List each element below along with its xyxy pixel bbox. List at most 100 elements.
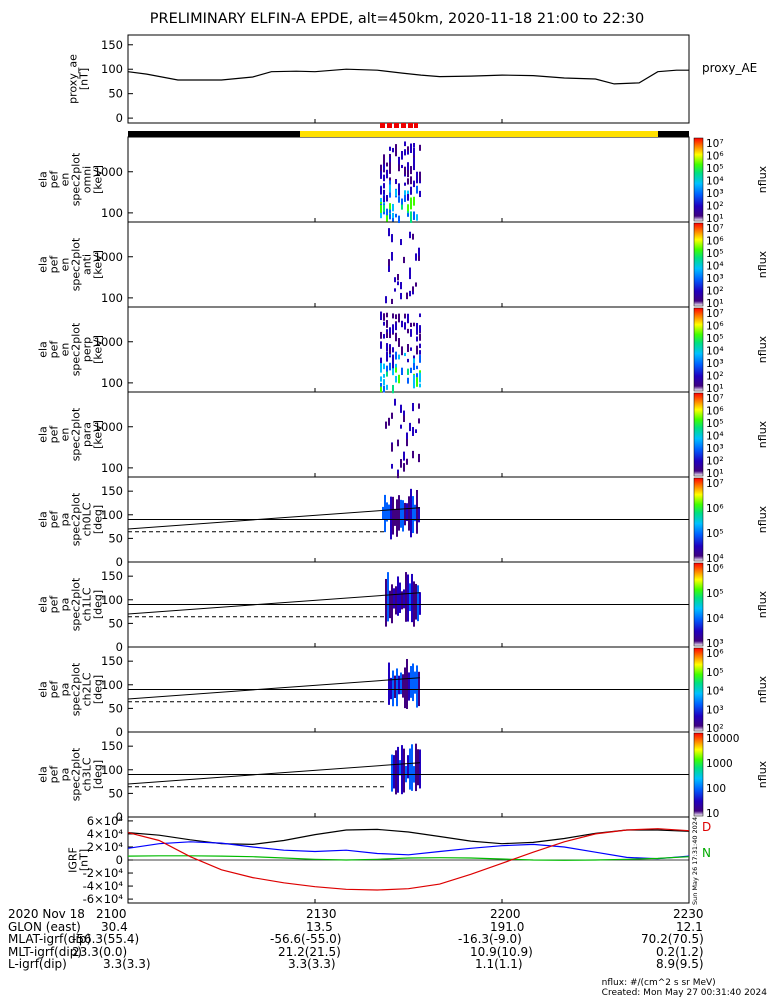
- spectrogram-cell: [395, 332, 397, 342]
- spectrogram-cell: [391, 234, 393, 243]
- pitch-angle-cell: [412, 496, 414, 534]
- colorbar-tick-label: 10²: [706, 371, 724, 383]
- spectrogram-cell: [416, 174, 418, 184]
- spectrogram-cell: [395, 314, 397, 320]
- colorbar-tick-label: 10⁷: [706, 478, 724, 490]
- colorbar-tick-label: 10¹: [706, 213, 724, 225]
- igrf-series-line-1: [127, 841, 690, 860]
- y-axis-label: ela: [37, 511, 50, 528]
- spectrogram-cell: [389, 203, 391, 210]
- pitch-angle-cell: [415, 583, 417, 620]
- figure-title: PRELIMINARY ELFIN-A EPDE, alt=450km, 202…: [150, 11, 645, 27]
- info-value: 21.2(21.5): [278, 944, 341, 959]
- spectrogram-cell: [392, 384, 394, 394]
- spectrogram-cell: [380, 197, 382, 206]
- colorbar-tick-label: 10⁷: [706, 393, 724, 405]
- spectrogram-cell: [410, 329, 412, 337]
- spectrogram-cell: [389, 327, 391, 336]
- info-value: 2230: [673, 907, 704, 921]
- spectrogram-cell: [416, 327, 418, 335]
- spectrogram-cell: [403, 410, 405, 417]
- spectrogram-cell: [383, 183, 385, 189]
- info-label: 2020 Nov 18: [8, 907, 85, 921]
- spectrogram-cell: [400, 459, 402, 468]
- spectrogram-cell: [403, 463, 405, 472]
- status-bar-black-right: [658, 131, 689, 137]
- y-axis-label: pef: [48, 680, 61, 699]
- pitch-angle-cell: [392, 670, 394, 707]
- pitch-angle-cell: [399, 760, 401, 776]
- spectrogram-cell: [419, 171, 421, 181]
- spectrogram-cell: [397, 469, 399, 479]
- spectrogram-cell: [413, 358, 415, 364]
- spectrogram-cell: [395, 322, 397, 331]
- proxy-ae-series-line: [127, 68, 689, 85]
- y-axis-label: spec2plot: [70, 322, 83, 376]
- footer-created: Created: Mon May 27 00:31:40 2024: [601, 988, 767, 998]
- spectrogram-cell: [395, 363, 397, 371]
- y-tick-label: 1000: [94, 420, 123, 434]
- spectrogram-cell: [397, 274, 399, 281]
- spectrogram-cell: [419, 178, 421, 184]
- colorbar: [693, 137, 704, 222]
- spectrogram-cell: [403, 256, 405, 264]
- spectrogram-cell: [419, 383, 421, 388]
- spectrogram-cell: [410, 186, 412, 195]
- spectrogram-cell: [383, 154, 385, 163]
- spectrogram-cell: [412, 289, 414, 295]
- colorbar-label: nflux: [756, 760, 769, 788]
- y-axis-label: [deg]: [92, 675, 105, 704]
- y-tick-label: 0: [116, 555, 123, 569]
- spectrogram-cell: [407, 164, 409, 169]
- y-tick-label: 100: [101, 206, 123, 220]
- spectrogram-cell: [403, 451, 405, 461]
- pitch-angle-cell: [399, 582, 401, 613]
- colorbar-tick-label: 10²: [706, 201, 724, 213]
- spectrogram-cell: [383, 334, 385, 339]
- y-tick-label: 100: [101, 461, 123, 475]
- spectrogram-cell: [410, 211, 412, 218]
- spectrogram-cell: [400, 239, 402, 246]
- spectrogram-cell: [391, 298, 393, 305]
- pitch-angle-cell: [394, 508, 396, 526]
- colorbar: [693, 562, 704, 647]
- spectrogram-cell: [383, 164, 385, 171]
- info-value: 191.0: [490, 919, 525, 934]
- spectrogram-cell: [386, 169, 388, 179]
- spectrogram-cell: [398, 215, 400, 224]
- pitch-angle-cell: [416, 489, 418, 534]
- pitch-angle-cell: [404, 502, 406, 526]
- colorbar-label: nflux: [756, 335, 769, 363]
- spectrogram-cell: [388, 259, 390, 266]
- spectrogram-cell: [398, 354, 400, 360]
- y-axis-label: pa: [59, 513, 72, 527]
- spectrogram-cell: [385, 296, 387, 304]
- info-label: GLON (east): [8, 919, 81, 934]
- spectrogram-cell: [383, 194, 385, 203]
- info-value: 13.5: [306, 919, 333, 934]
- spectrogram-cell: [407, 168, 409, 175]
- spectrogram-cell: [407, 358, 409, 363]
- pitch-angle-cell: [385, 578, 387, 627]
- y-axis-label: ch3LC: [81, 757, 94, 791]
- info-value: 2130: [306, 907, 337, 921]
- spectrogram-cell: [409, 267, 411, 277]
- spectrogram-cell: [410, 202, 412, 210]
- colorbar: [693, 647, 704, 732]
- spectrogram-cell: [389, 166, 391, 174]
- y-tick-label: -4×10⁴: [83, 879, 124, 893]
- y-axis-label: [keV]: [92, 420, 105, 449]
- spectrogram-cell: [401, 164, 403, 169]
- pitch-angle-cell: [410, 666, 412, 698]
- y-axis-label: pa: [59, 683, 72, 697]
- colorbar-tick-label: 10⁶: [706, 406, 724, 418]
- y-axis-label: en: [59, 173, 72, 187]
- y-axis-label: pa: [59, 598, 72, 612]
- spectrogram-cell: [413, 211, 415, 220]
- spectrogram-cell: [419, 190, 421, 198]
- y-axis-label: en: [59, 258, 72, 272]
- colorbar-tick-label: 10⁶: [706, 563, 724, 575]
- pitch-angle-cell: [397, 576, 399, 616]
- colorbar: [693, 477, 704, 562]
- footer-units: nflux: #/(cm^2 s sr MeV): [601, 978, 716, 988]
